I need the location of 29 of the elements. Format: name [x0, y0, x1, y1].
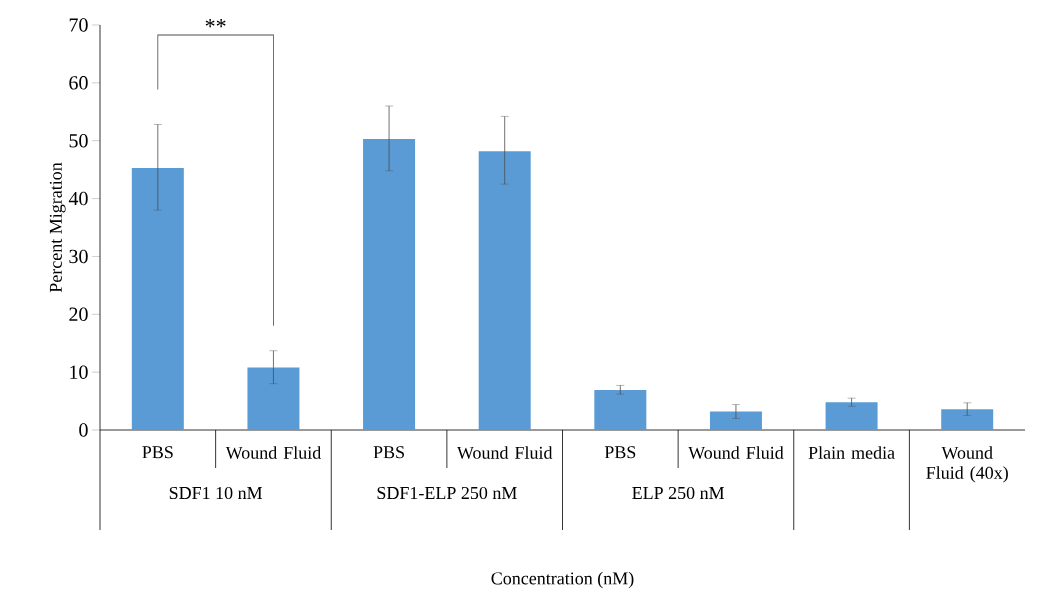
text: ELP 250 nM: [632, 486, 725, 500]
bar: [594, 390, 647, 430]
bar: [363, 138, 416, 430]
x-tick-label: Wound Fluid: [225, 446, 321, 459]
x-tick-label: PBS: [604, 446, 636, 459]
x-tick-label: Plain media: [808, 446, 895, 459]
x-tick-label: Wound Fluid (40x): [926, 446, 1008, 483]
x-tick-label: Wound Fluid: [456, 446, 553, 459]
y-axis-title: Percent Migration: [49, 162, 66, 293]
bar: [478, 151, 531, 430]
x-tick-label: PBS: [373, 446, 404, 459]
x-axis-title: Concentration (nM): [491, 571, 634, 589]
y-tick-label: 40: [68, 191, 88, 206]
y-tick-label: 50: [69, 133, 88, 148]
text: SDF1 10 nM: [169, 486, 263, 500]
bar: [709, 411, 762, 430]
y-tick-label: 70: [69, 18, 88, 32]
y-tick-label: 30: [69, 249, 88, 264]
x-tick-label: PBS: [142, 446, 173, 459]
bar: [825, 402, 878, 430]
y-tick-label: 0: [79, 423, 88, 437]
y-tick-label: 60: [69, 76, 88, 90]
text: SDF1-ELP 250 nM: [377, 486, 517, 500]
y-tick-label: 20: [69, 307, 88, 322]
bar: [247, 367, 300, 430]
y-tick-label: 10: [70, 365, 88, 379]
bar: [941, 409, 994, 430]
annotation: **: [205, 19, 226, 28]
x-tick-label: Wound Fluid: [688, 446, 784, 459]
